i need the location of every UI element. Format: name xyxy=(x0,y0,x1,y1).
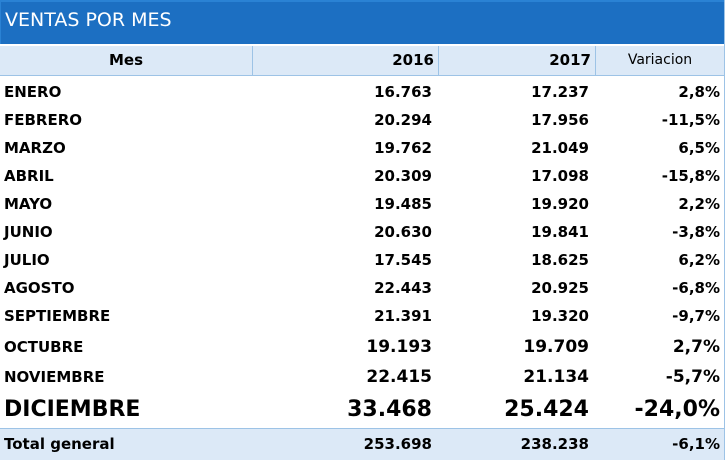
cell-2017: 18.625 xyxy=(531,251,589,269)
cell-2016: 20.630 xyxy=(374,223,432,241)
cell-2016: 19.485 xyxy=(374,195,432,213)
table-row: AGOSTO 22.443 20.925 -6,8% xyxy=(0,274,724,302)
table-row: OCTUBRE 19.193 19.709 2,7% xyxy=(0,332,724,362)
cell-mes: MARZO xyxy=(4,139,66,157)
header-row: Mes 2016 2017 Variacion xyxy=(0,46,724,76)
cell-mes: JULIO xyxy=(4,251,50,269)
cell-variacion: -24,0% xyxy=(634,397,720,422)
cell-2017: 21.134 xyxy=(523,367,589,387)
cell-variacion: -15,8% xyxy=(661,167,720,185)
table-row: SEPTIEMBRE 21.391 19.320 -9,7% xyxy=(0,302,724,330)
table-right-border xyxy=(724,0,725,460)
table-row: ABRIL 20.309 17.098 -15,8% xyxy=(0,162,724,190)
table-row: DICIEMBRE 33.468 25.424 -24,0% xyxy=(0,392,724,428)
column-header-variacion[interactable]: Variacion xyxy=(627,52,693,68)
column-header-mes[interactable]: Mes xyxy=(0,46,253,75)
cell-2016: 22.415 xyxy=(366,367,432,387)
cell-2017: 19.841 xyxy=(531,223,589,241)
table-row: MAYO 19.485 19.920 2,2% xyxy=(0,190,724,218)
cell-mes: MAYO xyxy=(4,195,53,213)
table-row: JULIO 17.545 18.625 6,2% xyxy=(0,246,724,274)
cell-mes: ABRIL xyxy=(4,167,54,185)
cell-mes: FEBRERO xyxy=(4,111,83,129)
table-row: NOVIEMBRE 22.415 21.134 -5,7% xyxy=(0,362,724,392)
cell-2017: 19.920 xyxy=(531,195,589,213)
cell-2017: 17.098 xyxy=(531,167,589,185)
total-variacion: -6,1% xyxy=(672,435,720,453)
title-bar: VENTAS POR MES xyxy=(0,0,724,44)
cell-variacion: -3,8% xyxy=(672,223,720,241)
cell-2016: 20.294 xyxy=(374,111,432,129)
cell-mes: NOVIEMBRE xyxy=(4,368,105,386)
table-title: VENTAS POR MES xyxy=(5,9,172,31)
cell-variacion: -6,8% xyxy=(672,279,720,297)
cell-2017: 20.925 xyxy=(531,279,589,297)
column-header-2017[interactable]: 2017 xyxy=(439,46,596,75)
cell-variacion: 6,5% xyxy=(678,139,720,157)
column-header-2016[interactable]: 2016 xyxy=(253,46,439,75)
cell-mes: OCTUBRE xyxy=(4,338,84,356)
cell-mes: JUNIO xyxy=(4,223,53,241)
cell-2017: 21.049 xyxy=(531,139,589,157)
total-label: Total general xyxy=(4,435,115,453)
cell-mes: AGOSTO xyxy=(4,279,75,297)
cell-variacion: -11,5% xyxy=(661,111,720,129)
cell-2016: 17.545 xyxy=(374,251,432,269)
cell-2017: 17.956 xyxy=(531,111,589,129)
cell-2016: 16.763 xyxy=(374,83,432,101)
cell-mes: SEPTIEMBRE xyxy=(4,307,111,325)
cell-2017: 19.709 xyxy=(523,337,589,357)
cell-2016: 21.391 xyxy=(374,307,432,325)
table-row: JUNIO 20.630 19.841 -3,8% xyxy=(0,218,724,246)
cell-variacion: 2,7% xyxy=(672,337,720,357)
cell-2016: 20.309 xyxy=(374,167,432,185)
cell-2016: 22.443 xyxy=(374,279,432,297)
cell-variacion: 2,2% xyxy=(678,195,720,213)
cell-2016: 19.193 xyxy=(366,337,432,357)
cell-variacion: -9,7% xyxy=(672,307,720,325)
cell-variacion: -5,7% xyxy=(665,367,720,387)
cell-mes: DICIEMBRE xyxy=(4,397,141,422)
cell-2017: 17.237 xyxy=(531,83,589,101)
cell-2017: 25.424 xyxy=(504,397,589,422)
total-row: Total general 253.698 238.238 -6,1% xyxy=(0,428,724,460)
cell-2016: 19.762 xyxy=(374,139,432,157)
cell-2017: 19.320 xyxy=(531,307,589,325)
cell-mes: ENERO xyxy=(4,83,62,101)
cell-variacion: 2,8% xyxy=(678,83,720,101)
table-row: MARZO 19.762 21.049 6,5% xyxy=(0,134,724,162)
table-row: FEBRERO 20.294 17.956 -11,5% xyxy=(0,106,724,134)
total-2016: 253.698 xyxy=(363,435,432,453)
total-2017: 238.238 xyxy=(520,435,589,453)
cell-variacion: 6,2% xyxy=(678,251,720,269)
cell-2016: 33.468 xyxy=(347,397,432,422)
table-row: ENERO 16.763 17.237 2,8% xyxy=(0,78,724,106)
